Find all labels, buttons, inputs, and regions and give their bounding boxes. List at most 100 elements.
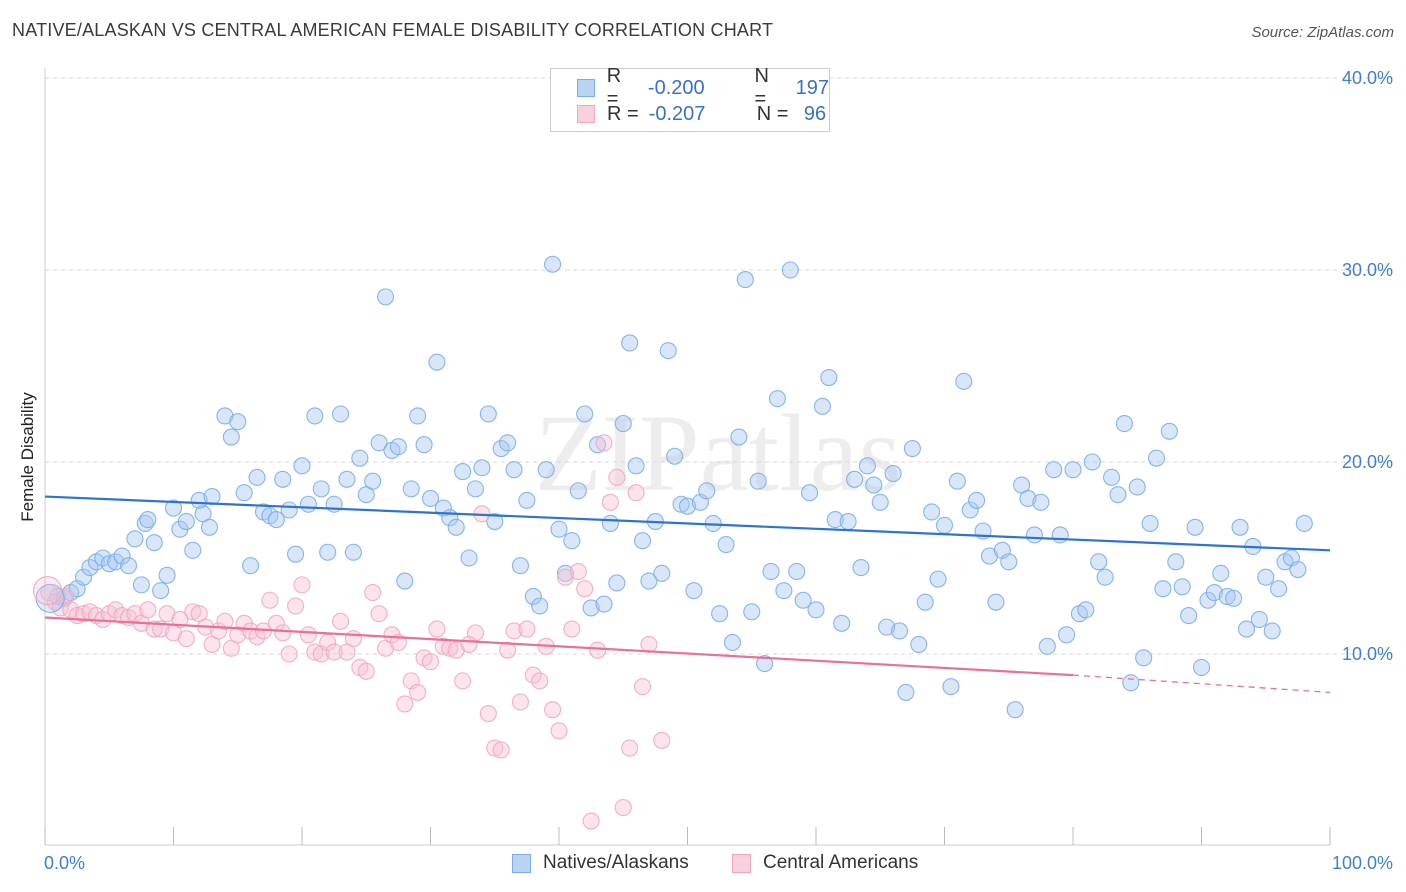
- trend-line: [44, 495, 1331, 552]
- data-point: [961, 501, 979, 519]
- y-tick-label: 10.0%: [1342, 644, 1393, 664]
- data-point: [601, 493, 619, 511]
- legend-row-natives: R = -0.200 N = 197: [577, 65, 829, 110]
- data-point: [460, 549, 478, 567]
- x-tick-label: 100.0%: [1332, 853, 1393, 873]
- pink-swatch-icon: [732, 853, 751, 873]
- data-point: [897, 683, 915, 701]
- data-point: [865, 476, 883, 494]
- data-point: [1147, 449, 1166, 467]
- data-point: [569, 482, 587, 500]
- data-point: [113, 547, 131, 565]
- data-point: [139, 511, 157, 529]
- data-point: [633, 532, 652, 550]
- data-point: [1038, 637, 1056, 655]
- data-point: [351, 449, 369, 467]
- data-point: [1263, 622, 1281, 640]
- data-point: [826, 511, 844, 529]
- data-point: [158, 566, 176, 584]
- data-point: [132, 576, 150, 594]
- data-point: [370, 434, 388, 452]
- data-point: [222, 428, 240, 446]
- data-point: [948, 472, 966, 490]
- r-label: R =: [607, 102, 639, 125]
- data-point: [845, 470, 864, 488]
- data-point: [582, 599, 600, 617]
- data-point: [184, 603, 202, 621]
- data-point: [550, 722, 568, 740]
- data-point: [338, 470, 356, 488]
- data-point: [1109, 486, 1127, 504]
- data-point: [627, 457, 645, 475]
- data-point: [1173, 578, 1191, 596]
- data-point: [409, 407, 427, 425]
- data-point: [1064, 461, 1082, 479]
- data-point: [1006, 701, 1024, 719]
- data-point: [370, 605, 388, 623]
- data-point: [781, 261, 799, 279]
- data-point: [1212, 564, 1230, 582]
- data-point: [743, 603, 761, 621]
- r-label: R =: [606, 65, 622, 110]
- data-point: [306, 643, 324, 661]
- data-point: [287, 545, 305, 563]
- data-point: [820, 368, 838, 387]
- data-point: [466, 624, 485, 642]
- data-point: [319, 543, 337, 561]
- data-point: [1096, 568, 1114, 586]
- data-point: [1160, 422, 1178, 440]
- data-point: [518, 620, 536, 638]
- series-legend: Natives/Alaskans Central Americans: [0, 852, 1406, 878]
- data-point: [396, 695, 414, 713]
- data-point: [1128, 478, 1146, 496]
- data-point: [672, 495, 690, 513]
- data-point: [145, 620, 163, 638]
- data-point: [344, 543, 362, 561]
- legend-row-central-americans: R = -0.207 N = 96: [577, 102, 826, 126]
- data-point: [274, 470, 292, 488]
- data-point: [505, 461, 523, 479]
- data-point: [421, 489, 440, 508]
- data-point: [1295, 514, 1313, 532]
- data-point: [152, 582, 170, 600]
- data-point: [428, 353, 446, 371]
- data-point: [659, 342, 677, 360]
- data-point: [1083, 453, 1101, 471]
- grid-lines: [45, 77, 1393, 655]
- data-point: [563, 620, 581, 638]
- data-point: [878, 618, 896, 636]
- data-point: [1180, 607, 1198, 625]
- data-point: [531, 597, 549, 615]
- data-point: [190, 491, 208, 509]
- data-point: [312, 480, 330, 498]
- data-point: [203, 488, 221, 506]
- data-point: [1045, 461, 1063, 479]
- data-point: [1250, 610, 1268, 628]
- data-point: [164, 499, 183, 517]
- data-point: [711, 605, 729, 623]
- data-point: [544, 701, 562, 719]
- data-point: [730, 428, 748, 446]
- data-point: [1090, 553, 1108, 571]
- data-point: [1141, 514, 1159, 532]
- data-point: [852, 559, 870, 577]
- data-point: [119, 557, 138, 575]
- data-point: [486, 512, 504, 531]
- blue-swatch-icon: [577, 79, 595, 97]
- legend-label: Central Americans: [763, 852, 919, 873]
- blue-swatch-icon: [512, 853, 531, 873]
- data-point: [858, 457, 876, 475]
- data-point: [389, 438, 407, 456]
- data-point: [100, 555, 118, 573]
- data-point: [1135, 649, 1153, 667]
- y-tick-label: 30.0%: [1342, 260, 1393, 280]
- data-point: [293, 457, 311, 475]
- data-point: [678, 497, 697, 515]
- data-point: [357, 662, 375, 680]
- data-point: [499, 434, 517, 452]
- data-point: [839, 512, 857, 531]
- data-point: [890, 622, 909, 640]
- data-point: [376, 288, 395, 306]
- data-point: [556, 564, 574, 582]
